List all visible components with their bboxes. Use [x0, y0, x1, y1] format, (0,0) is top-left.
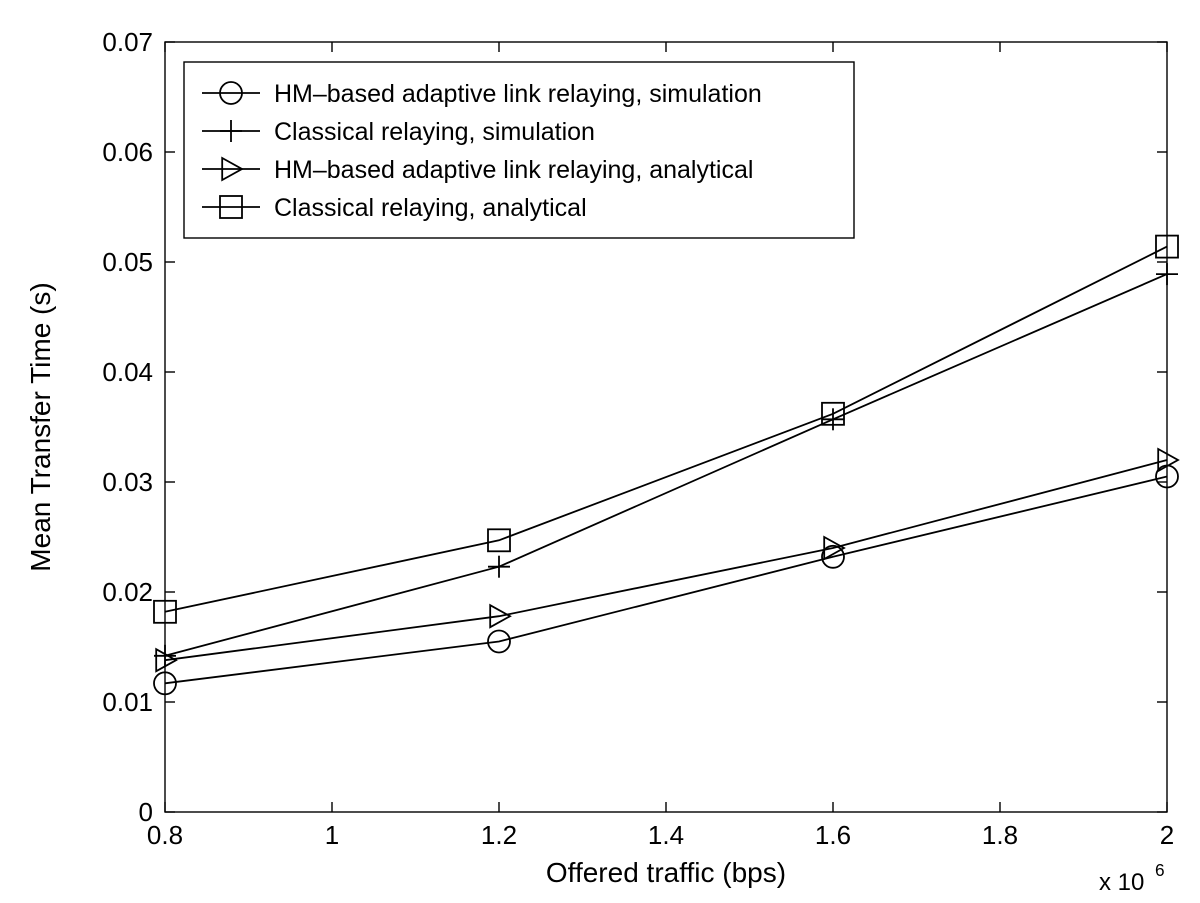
- svg-text:HM–based adaptive link relayin: HM–based adaptive link relaying, simulat…: [274, 80, 762, 108]
- svg-text:2: 2: [1160, 820, 1174, 850]
- svg-text:0: 0: [139, 797, 153, 827]
- svg-text:0.05: 0.05: [102, 247, 153, 277]
- svg-text:Classical relaying, simulation: Classical relaying, simulation: [274, 118, 595, 146]
- svg-text:1.8: 1.8: [982, 820, 1018, 850]
- svg-text:0.07: 0.07: [102, 27, 153, 57]
- line-chart: 0.811.21.41.61.8200.010.020.030.040.050.…: [0, 0, 1200, 903]
- svg-text:1.2: 1.2: [481, 820, 517, 850]
- svg-text:0.03: 0.03: [102, 467, 153, 497]
- svg-text:6: 6: [1155, 860, 1165, 880]
- svg-text:0.02: 0.02: [102, 577, 153, 607]
- svg-text:0.01: 0.01: [102, 687, 153, 717]
- svg-text:x 10: x 10: [1099, 869, 1144, 896]
- svg-text:HM–based adaptive link relayin: HM–based adaptive link relaying, analyti…: [274, 156, 753, 184]
- svg-text:1.6: 1.6: [815, 820, 851, 850]
- chart-container: 0.811.21.41.61.8200.010.020.030.040.050.…: [0, 0, 1200, 903]
- svg-text:1: 1: [325, 820, 339, 850]
- svg-text:Offered traffic (bps): Offered traffic (bps): [546, 857, 786, 888]
- svg-text:1.4: 1.4: [648, 820, 684, 850]
- svg-text:0.06: 0.06: [102, 137, 153, 167]
- svg-text:0.04: 0.04: [102, 357, 153, 387]
- svg-text:Classical relaying, analytical: Classical relaying, analytical: [274, 194, 587, 222]
- svg-text:Mean Transfer Time (s): Mean Transfer Time (s): [25, 282, 56, 571]
